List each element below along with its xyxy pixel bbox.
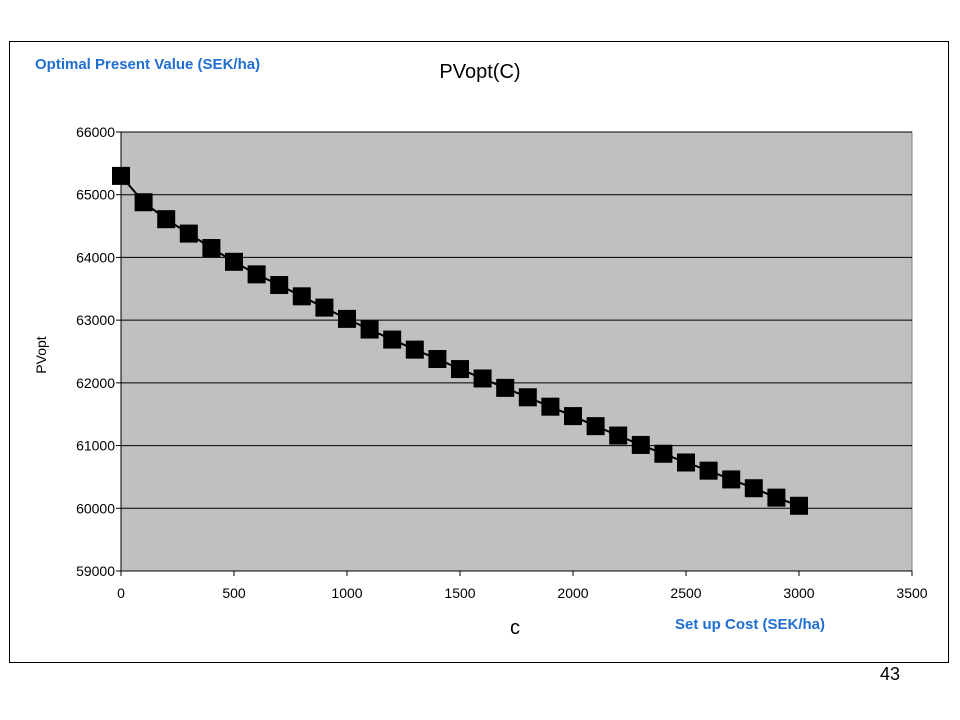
data-point-marker — [405, 340, 424, 359]
data-point-marker — [428, 350, 447, 369]
x-tick-label: 1000 — [331, 585, 362, 601]
y-ticks: 59000 60000 61000 62000 63000 64000 65000 66000 — [76, 124, 121, 579]
y-tick-label: 65000 — [76, 187, 115, 203]
data-point-marker — [790, 496, 808, 515]
data-point-marker — [609, 426, 628, 445]
data-point-marker — [654, 444, 673, 463]
data-point-marker — [473, 369, 492, 388]
data-point-marker — [292, 287, 311, 306]
data-point-marker — [451, 360, 469, 379]
x-tick-label: 0 — [117, 585, 125, 601]
data-point-marker — [134, 193, 153, 212]
y-tick-label: 61000 — [76, 438, 115, 454]
y-tick-label: 64000 — [76, 249, 115, 265]
x-annotation-label: Set up Cost (SEK/ha) — [675, 616, 826, 633]
data-point-marker — [112, 166, 130, 185]
data-point-marker — [699, 461, 718, 480]
data-point-marker — [315, 298, 334, 317]
data-point-marker — [586, 417, 605, 436]
x-tick-label: 1500 — [444, 585, 475, 601]
data-point-marker — [722, 470, 741, 489]
data-point-marker — [157, 210, 176, 229]
data-point-marker — [360, 320, 379, 339]
data-point-marker — [225, 252, 243, 271]
data-point-marker — [383, 330, 402, 349]
data-point-marker — [631, 435, 650, 454]
y-tick-label: 66000 — [76, 124, 115, 140]
data-point-marker — [179, 224, 198, 243]
x-tick-label: 2000 — [557, 585, 588, 601]
y-axis-label: PVopt — [33, 336, 49, 373]
x-axis-label: c — [510, 617, 520, 639]
data-point-marker — [270, 276, 289, 295]
data-point-marker — [518, 388, 537, 407]
x-tick-label: 2500 — [670, 585, 701, 601]
data-point-marker — [247, 265, 266, 284]
data-point-marker — [541, 397, 560, 416]
chart-title: PVopt(C) — [439, 61, 520, 83]
y-tick-label: 60000 — [76, 500, 115, 516]
data-point-marker — [744, 479, 763, 498]
data-point-marker — [767, 488, 786, 507]
data-point-marker — [677, 453, 695, 472]
data-point-marker — [564, 407, 582, 426]
series-markers — [112, 166, 808, 515]
y-tick-label: 59000 — [76, 563, 115, 579]
data-point-marker — [338, 309, 356, 328]
y-annotation-label: Optimal Present Value (SEK/ha) — [35, 56, 261, 73]
y-tick-label: 62000 — [76, 375, 115, 391]
page-number: 43 — [880, 664, 901, 684]
x-ticks: 0 500 1000 1500 2000 2500 3000 3500 — [117, 571, 928, 601]
data-point-marker — [496, 378, 515, 397]
gridlines — [121, 131, 912, 509]
x-tick-label: 3000 — [783, 585, 814, 601]
y-tick-label: 63000 — [76, 312, 115, 328]
x-tick-label: 3500 — [896, 585, 927, 601]
data-point-marker — [202, 239, 221, 258]
x-tick-label: 500 — [222, 585, 246, 601]
